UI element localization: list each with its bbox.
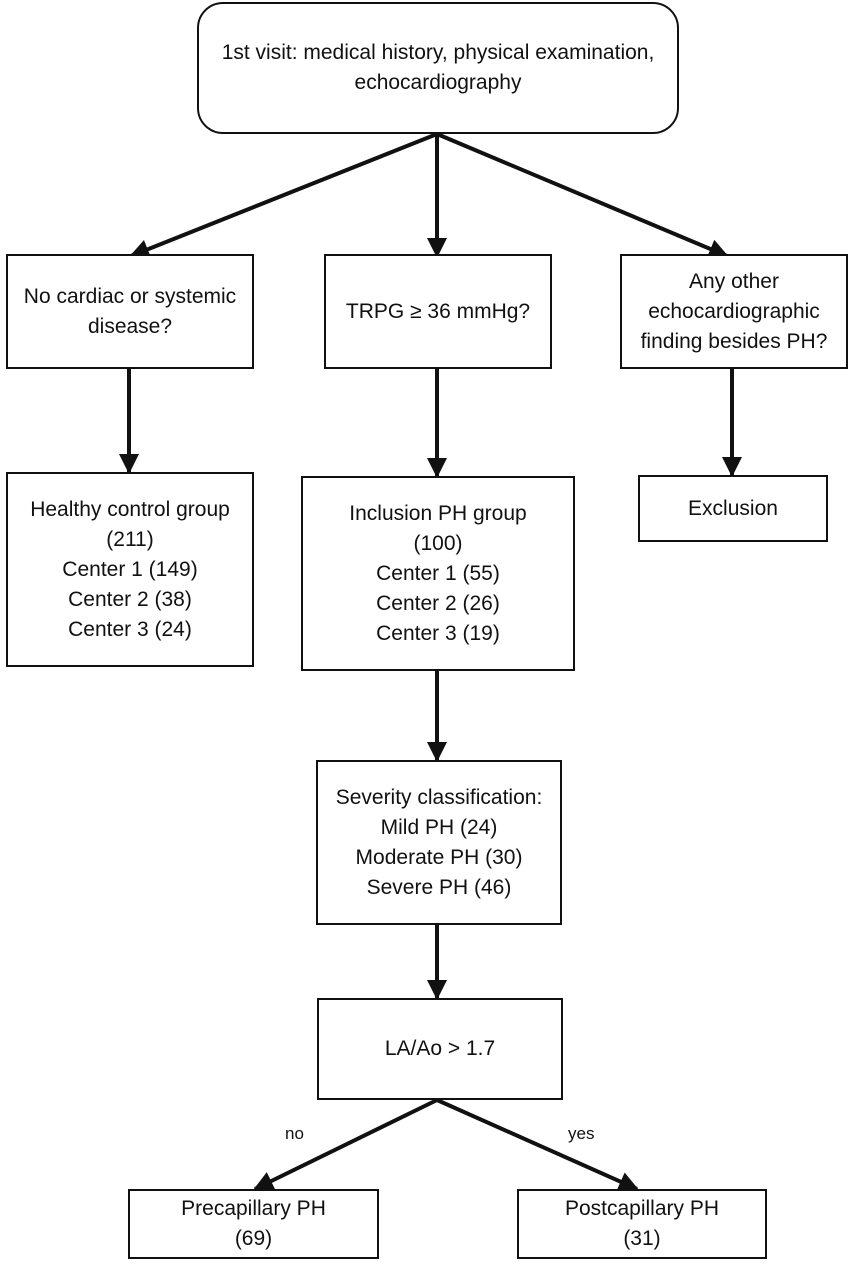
node-line: TRPG ≥ 36 mmHg? xyxy=(345,299,531,323)
trpg-box: TRPG ≥ 36 mmHg? xyxy=(324,254,552,369)
node-line: echocardiography xyxy=(354,71,522,94)
node-line: (31) xyxy=(623,1227,661,1250)
node-line: Severe PH (46) xyxy=(366,875,512,899)
node-line: (100) xyxy=(413,531,463,555)
node-line: Postcapillary PH xyxy=(564,1197,720,1220)
node-line: Mild PH (24) xyxy=(380,815,498,839)
exclusion-box: Exclusion xyxy=(638,475,828,542)
node-line: Moderate PH (30) xyxy=(355,845,523,869)
node-line: Center 3 (19) xyxy=(376,621,500,645)
node-line: Center 1 (149) xyxy=(62,557,198,581)
arrow-visit-to-other-finding xyxy=(436,132,729,259)
node-line: Inclusion PH group xyxy=(349,501,527,525)
inclusion-ph-box: Inclusion PH group (100) Center 1 (55) C… xyxy=(301,476,575,671)
healthy-control-box: Healthy control group (211) Center 1 (14… xyxy=(6,472,254,667)
node-line: 1st visit: medical history, physical exa… xyxy=(221,41,655,64)
edge-label-no: no xyxy=(285,1124,304,1143)
node-line: Exclusion xyxy=(688,496,778,520)
node-line: No cardiac or systemic xyxy=(23,284,237,308)
node-line: Any other xyxy=(689,269,779,293)
precapillary-box: Precapillary PH (69) xyxy=(128,1189,379,1259)
node-line: Center 2 (26) xyxy=(376,591,500,615)
node-line: disease? xyxy=(87,314,173,338)
node-line: Precapillary PH xyxy=(181,1197,326,1220)
node-line: LA/Ao > 1.7 xyxy=(384,1037,496,1060)
node-line: (211) xyxy=(106,527,154,551)
node-line: Center 2 (38) xyxy=(68,587,192,611)
first-visit-box: 1st visit: medical history, physical exa… xyxy=(197,2,679,134)
node-line: Healthy control group xyxy=(30,497,230,521)
la-ao-box: LA/Ao > 1.7 xyxy=(317,998,563,1100)
node-line: Center 3 (24) xyxy=(68,617,192,641)
no-disease-box: No cardiac or systemic disease? xyxy=(6,254,254,369)
arrow-laao-to-postcapillary xyxy=(436,1098,639,1191)
edge-label-yes: yes xyxy=(568,1124,595,1143)
postcapillary-box: Postcapillary PH (31) xyxy=(517,1189,767,1259)
node-line: echocardiographic xyxy=(648,299,820,323)
other-finding-box: Any other echocardiographic finding besi… xyxy=(620,254,848,369)
arrow-laao-to-precapillary xyxy=(253,1098,438,1191)
severity-box: Severity classification: Mild PH (24) Mo… xyxy=(316,760,562,925)
node-line: Center 1 (55) xyxy=(376,561,500,585)
node-line: Severity classification: xyxy=(335,785,543,809)
node-line: (69) xyxy=(234,1227,273,1250)
node-line: finding besides PH? xyxy=(640,329,828,353)
arrow-visit-to-no-disease xyxy=(129,132,438,259)
